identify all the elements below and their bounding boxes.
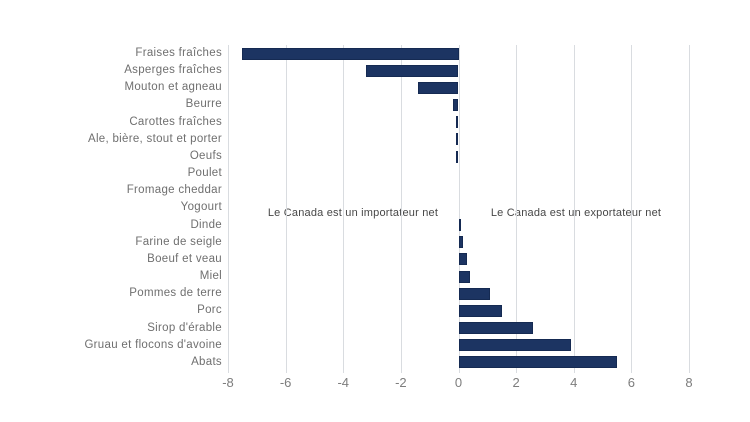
bar [366, 64, 459, 77]
category-label: Porc [197, 304, 222, 317]
category-label: Dinde [190, 218, 222, 231]
category-label: Abats [191, 355, 222, 368]
category-label: Carottes fraîches [129, 115, 222, 128]
gridline [400, 45, 402, 373]
bar [242, 47, 459, 60]
bar [455, 133, 459, 146]
gridline [689, 45, 690, 373]
gridline [343, 45, 345, 373]
bar [452, 99, 459, 112]
x-tick-label: 4 [570, 375, 578, 390]
category-label: Oeufs [189, 149, 222, 162]
plot-area: Le Canada est un importateur net Le Cana… [228, 45, 690, 373]
category-label: Gruau et flocons d'avoine [84, 338, 222, 351]
bar [418, 81, 459, 94]
category-label: Miel [199, 270, 222, 283]
category-label: Fromage cheddar [126, 184, 222, 197]
category-label: Farine de seigle [135, 235, 222, 248]
annotation-net-importer: Le Canada est un importateur net [267, 207, 439, 219]
category-labels: Fraises fraîches Asperges fraîches Mouton … [0, 45, 222, 371]
gridline [228, 45, 229, 373]
bar [458, 304, 502, 317]
x-tick-label: -8 [222, 375, 234, 390]
bar [458, 253, 468, 266]
category-label: Poulet [187, 167, 222, 180]
category-label: Pommes de terre [129, 287, 222, 300]
gridline [458, 45, 460, 373]
gridline [573, 45, 575, 373]
x-tick-label: -2 [395, 375, 407, 390]
bar [458, 236, 463, 249]
category-label: Beurre [185, 98, 222, 111]
bar [458, 322, 534, 335]
gridline [285, 45, 287, 373]
category-label: Mouton et agneau [124, 81, 222, 94]
bar [455, 116, 459, 129]
x-tick-label: -4 [337, 375, 350, 390]
x-tick-label: 8 [685, 375, 693, 390]
category-label: Boeuf et veau [147, 252, 222, 265]
category-label: Ale, bière, stout et porter [87, 132, 222, 145]
bar [458, 356, 617, 369]
x-tick-label: 2 [512, 375, 520, 390]
x-tick-label: 0 [454, 375, 463, 390]
category-label: Sirop d'érable [147, 321, 222, 334]
x-axis: -8 -6 -4 -2 0 2 4 6 8 [222, 375, 693, 393]
bar [458, 287, 491, 300]
category-label: Asperges fraîches [124, 64, 222, 77]
bar [458, 219, 462, 232]
bar [455, 150, 459, 163]
category-label: Fraises fraîches [135, 47, 222, 59]
annotation-net-exporter: Le Canada est un exportateur net [490, 207, 662, 219]
x-tick-label: -6 [279, 375, 292, 390]
bar [458, 339, 571, 352]
gridline [631, 45, 633, 373]
x-tick-label: 6 [627, 375, 635, 390]
gridline [516, 45, 518, 373]
category-label: Yogourt [180, 201, 222, 214]
bar [458, 270, 471, 283]
